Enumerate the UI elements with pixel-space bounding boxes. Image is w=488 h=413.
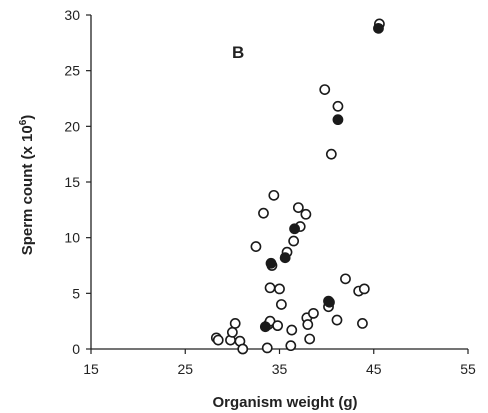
data-point-open: [319, 84, 331, 95]
y-tick-label: 15: [64, 174, 80, 190]
data-point-open: [302, 319, 314, 330]
data-point-open: [285, 340, 297, 352]
data-point-open: [264, 282, 276, 294]
data-point-open: [358, 283, 370, 295]
y-tick-label: 5: [72, 285, 80, 301]
data-point-filled: [265, 257, 277, 269]
data-point-open: [308, 307, 319, 319]
data-point-filled: [324, 296, 335, 308]
x-tick-label: 25: [177, 361, 193, 377]
x-axis-title: Organism weight (g): [212, 394, 357, 411]
data-point-open: [268, 189, 280, 201]
y-tick-label: 0: [72, 341, 80, 357]
data-point-filled: [332, 114, 344, 126]
data-point-open: [340, 273, 351, 285]
data-point-filled: [373, 22, 384, 34]
x-tick-label: 55: [460, 361, 476, 377]
data-point-open: [237, 343, 249, 355]
data-point-open: [331, 314, 343, 326]
y-axis-title-end: ): [19, 115, 36, 120]
data-point-open: [286, 324, 298, 336]
y-axis-title: Sperm count (x 106): [18, 115, 36, 256]
y-tick-label: 10: [64, 230, 80, 246]
y-axis-title-main: Sperm count (x 10: [19, 125, 36, 255]
data-point-open: [332, 100, 344, 112]
data-point-open: [261, 342, 273, 354]
y-axis-title-sup: 6: [18, 119, 29, 125]
data-point-open: [304, 333, 316, 345]
panel-label: B: [232, 43, 244, 62]
x-ticks: 15 25 35 45 55: [83, 349, 476, 377]
data-point-open: [325, 148, 337, 160]
data-point-open: [275, 299, 287, 310]
data-point-open: [258, 207, 269, 219]
data-point-filled: [289, 223, 300, 235]
data-point-open: [357, 317, 368, 329]
data-point-open: [300, 208, 312, 220]
data-point-filled: [259, 321, 271, 333]
x-tick-label: 45: [366, 361, 382, 377]
axes: [90, 15, 468, 350]
data-point-open: [288, 235, 300, 247]
data-points: [210, 18, 385, 355]
data-point-open: [226, 326, 238, 338]
y-tick-label: 30: [64, 7, 80, 23]
x-tick-label: 15: [83, 361, 99, 377]
data-point-filled: [279, 252, 291, 264]
y-tick-label: 25: [64, 63, 80, 79]
y-ticks: 0 5 10 15 20 25 30: [64, 7, 91, 357]
data-point-open: [250, 241, 262, 252]
data-point-open: [292, 202, 304, 214]
y-tick-label: 20: [64, 118, 80, 134]
data-point-open: [274, 283, 285, 295]
x-tick-label: 35: [272, 361, 288, 377]
data-point-open: [272, 320, 284, 332]
data-point-open: [229, 317, 241, 329]
data-point-open: [212, 334, 224, 346]
